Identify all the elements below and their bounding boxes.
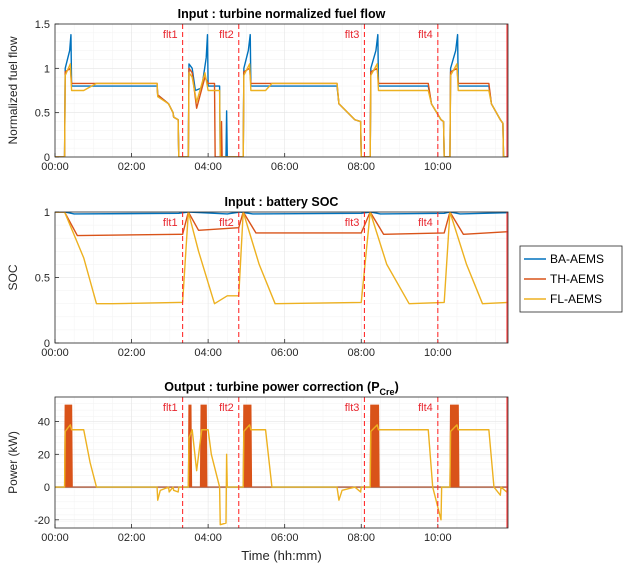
x-tick-label: 10:00 [424, 347, 452, 359]
x-tick-label: 06:00 [271, 161, 299, 173]
legend-label-ba-aems: BA-AEMS [550, 252, 604, 266]
flight-label-flt2: flt2 [219, 217, 234, 229]
y-tick-label: 40 [38, 417, 50, 429]
panel-title: Input : turbine normalized fuel flow [178, 7, 386, 21]
flight-label-flt3: flt3 [345, 29, 360, 41]
legend-label-th-aems: TH-AEMS [550, 272, 604, 286]
y-axis-label: SOC [6, 264, 20, 290]
y-tick-label: 0.5 [35, 108, 50, 120]
y-tick-label: 0.5 [35, 273, 50, 285]
y-tick-label: 1.5 [35, 19, 50, 31]
title-suffix: ) [395, 380, 399, 394]
x-tick-label: 08:00 [347, 532, 375, 544]
y-tick-label: 0 [44, 482, 50, 494]
flight-label-flt2: flt2 [219, 402, 234, 414]
legend: BA-AEMS TH-AEMS FL-AEMS [519, 245, 623, 313]
plot-frame [54, 23, 509, 158]
y-axis-label: Normalized fuel flow [6, 36, 20, 144]
chart-panel-3: 00:00 02:00 04:00 06:00 08:00 10:00 -20 0 20 40 fl… [6, 380, 509, 563]
y-axis-label: Power (kW) [6, 431, 20, 494]
legend-label-fl-aems: FL-AEMS [550, 292, 602, 306]
y-tick-label: 1 [44, 63, 50, 75]
y-tick-label: 20 [38, 449, 50, 461]
y-tick-label: 1 [44, 207, 50, 219]
flight-label-flt3: flt3 [345, 402, 360, 414]
x-tick-label: 02:00 [118, 532, 146, 544]
x-tick-label: 04:00 [194, 532, 222, 544]
x-tick-label: 08:00 [347, 347, 375, 359]
x-tick-label: 10:00 [424, 161, 452, 173]
flight-label-flt1: flt1 [163, 217, 178, 229]
x-tick-label: 10:00 [424, 532, 452, 544]
flight-label-flt4: flt4 [418, 29, 433, 41]
series-fl-aems-line [55, 63, 508, 157]
x-tick-label: 06:00 [271, 532, 299, 544]
series-th-aems-line [55, 212, 508, 237]
plot-area [55, 404, 508, 526]
x-tick-label: 00:00 [41, 347, 69, 359]
x-tick-label: 04:00 [194, 347, 222, 359]
x-tick-label: 06:00 [271, 347, 299, 359]
x-tick-label: 00:00 [41, 161, 69, 173]
panel-title: Input : battery SOC [225, 195, 339, 209]
x-axis-label: Time (hh:mm) [241, 548, 321, 563]
y-tick-label: 0 [44, 152, 50, 164]
chart-panel-2: 00:00 02:00 04:00 06:00 08:00 10:00 0 0.5 1 flt1 f… [6, 195, 509, 359]
series-ba-aems-line [55, 33, 508, 157]
flight-label-flt4: flt4 [418, 402, 433, 414]
panel-title: Output : turbine power correction (PCre) [164, 380, 398, 397]
plot-frame [54, 211, 509, 344]
x-tick-label: 02:00 [118, 347, 146, 359]
x-tick-label: 04:00 [194, 161, 222, 173]
flight-label-flt1: flt1 [163, 402, 178, 414]
flight-label-flt2: flt2 [219, 29, 234, 41]
x-tick-label: 00:00 [41, 532, 69, 544]
x-tick-label: 08:00 [347, 161, 375, 173]
flight-label-flt4: flt4 [418, 217, 433, 229]
plot-area [55, 212, 508, 305]
title-subscript: Cre [380, 387, 395, 397]
flight-label-flt3: flt3 [345, 217, 360, 229]
plot-frame [54, 396, 509, 529]
x-tick-label: 02:00 [118, 161, 146, 173]
series-ba-aems-line [55, 212, 508, 215]
plot-area [55, 33, 508, 157]
series-fl-aems-line [55, 424, 508, 526]
y-tick-label: 0 [44, 338, 50, 350]
chart-panel-1: 00:00 02:00 04:00 06:00 08:00 10:00 0 0.5 1 1.5 fl… [6, 7, 509, 173]
series-th-aems-area [55, 404, 508, 488]
flight-label-flt1: flt1 [163, 29, 178, 41]
y-tick-label: -20 [34, 515, 50, 527]
series-fl-aems-line [55, 212, 508, 305]
